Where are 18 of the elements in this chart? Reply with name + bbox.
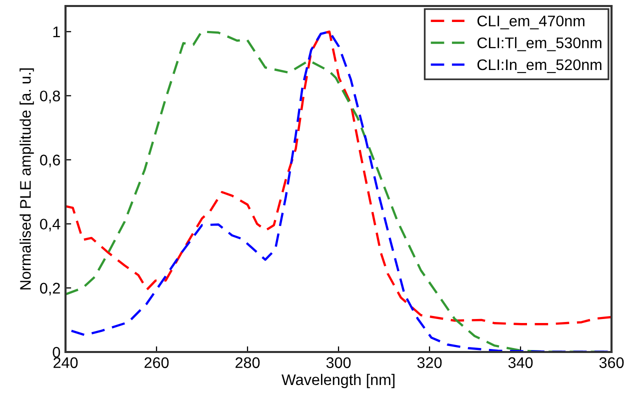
legend-label: CLI_em_470nm <box>477 16 584 30</box>
y-tick-label: 1 <box>53 26 60 38</box>
y-tick-label: 0,6 <box>40 154 60 168</box>
x-tick-label: 240 <box>54 357 78 368</box>
x-tick-label: 280 <box>236 357 260 368</box>
x-axis-title: Wavelength [nm] <box>282 374 394 388</box>
x-tick-label: 300 <box>326 357 351 368</box>
y-tick-label: 0,4 <box>40 218 60 232</box>
y-tick-label: 0,8 <box>40 90 60 104</box>
legend-label: CLI:Tl_em_530nm <box>477 37 602 52</box>
x-tick-label: 360 <box>599 357 624 368</box>
legend-label: CLI:In_em_520nm <box>477 59 602 74</box>
x-tick-label: 260 <box>144 357 169 368</box>
x-tick-label: 320 <box>417 357 442 368</box>
y-axis-title: Normalised PLE amplitude [a. u.] <box>20 68 34 290</box>
x-tick-label: 340 <box>508 357 533 368</box>
y-tick-label: 0 <box>52 346 60 358</box>
y-tick-label: 0,2 <box>40 282 60 296</box>
